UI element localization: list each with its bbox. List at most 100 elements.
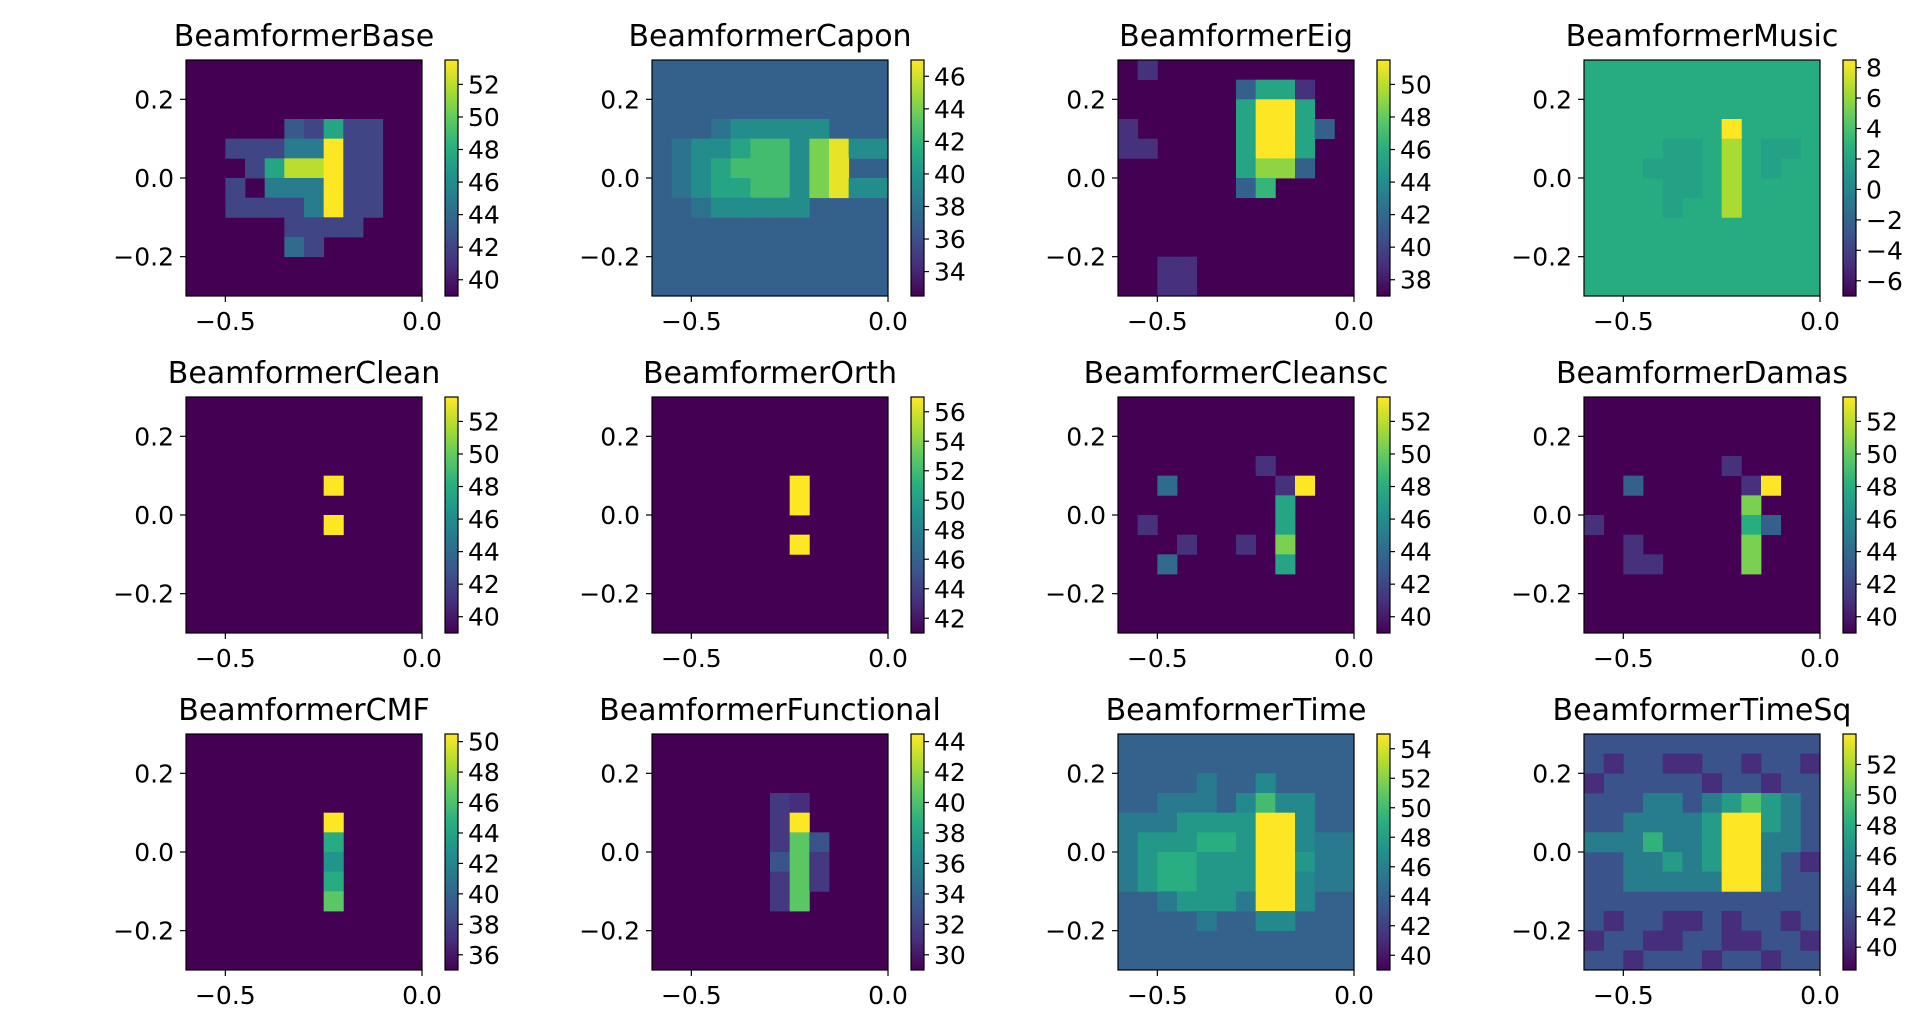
heatmap-cell xyxy=(1721,138,1742,159)
heatmap-cell xyxy=(1761,138,1782,159)
heatmap-cell xyxy=(1177,276,1198,297)
x-tick-label: −0.5 xyxy=(1127,307,1188,336)
heatmap-cell xyxy=(1196,852,1217,873)
colorbar-tick-label: 50 xyxy=(468,728,500,757)
heatmap-cell xyxy=(1643,871,1664,892)
heatmap-cell xyxy=(770,852,791,873)
heatmap-cell xyxy=(1741,812,1762,833)
colorbar-tick-label: 40 xyxy=(1400,941,1432,970)
heatmap-cell xyxy=(1623,534,1644,555)
heatmap-cell xyxy=(1721,852,1742,873)
colorbar-frame xyxy=(1842,59,1857,297)
colorbar-tick-label: 52 xyxy=(934,457,966,486)
heatmap-cell xyxy=(1721,158,1742,179)
heatmap-cell xyxy=(1196,871,1217,892)
heatmap-cell xyxy=(304,217,325,238)
y-tick-label: 0.0 xyxy=(1066,838,1106,867)
colorbar-tick-label: 44 xyxy=(468,201,500,230)
heatmap-cell xyxy=(1682,911,1703,932)
heatmap-cell xyxy=(691,178,712,199)
colorbar-tick-label: 46 xyxy=(468,505,500,534)
heatmap-cell xyxy=(1682,871,1703,892)
colorbar-tick-label: 44 xyxy=(1866,872,1898,901)
colorbar-frame xyxy=(1842,396,1857,634)
colorbar-tick-label: 52 xyxy=(468,407,500,436)
heatmap-cell xyxy=(343,158,364,179)
colorbar-tick-label: 34 xyxy=(934,880,966,909)
y-tick-label: −0.2 xyxy=(1045,243,1106,272)
heatmap-cell xyxy=(1314,852,1335,873)
colorbar-tick-label: 36 xyxy=(934,225,966,254)
heatmap-cell xyxy=(1643,930,1664,951)
heatmap-cell xyxy=(1255,911,1276,932)
heatmap-cell xyxy=(1761,812,1782,833)
heatmap-cell xyxy=(1623,871,1644,892)
heatmap-cell xyxy=(284,138,305,159)
colorbar xyxy=(1377,397,1390,633)
heatmap-cell xyxy=(1255,138,1276,159)
heatmap-cell xyxy=(809,138,830,159)
heatmap-cell xyxy=(1275,793,1296,814)
colorbar xyxy=(911,60,924,296)
heatmap-cell xyxy=(750,178,771,199)
colorbar-tick-label: 46 xyxy=(468,789,500,818)
heatmap-cell xyxy=(1157,475,1178,496)
colorbar-tick-label: 42 xyxy=(1400,570,1432,599)
heatmap-cell xyxy=(1662,178,1683,199)
colorbar-tick-label: 38 xyxy=(934,819,966,848)
colorbar-tick-label: 48 xyxy=(1866,811,1898,840)
heatmap-cell xyxy=(1682,178,1703,199)
colorbar-tick-label: 44 xyxy=(934,728,966,757)
panel-title: BeamformerCleansc xyxy=(1084,356,1389,391)
heatmap-cell xyxy=(1137,515,1158,536)
colorbar-tick-label: 46 xyxy=(1400,136,1432,165)
heatmap-cell xyxy=(343,217,364,238)
heatmap-cell xyxy=(1741,475,1762,496)
heatmap-cell xyxy=(323,217,344,238)
heatmap-cell xyxy=(750,119,771,140)
heatmap-cell xyxy=(1662,911,1683,932)
colorbar xyxy=(445,734,458,970)
colorbar-tick-label: 40 xyxy=(934,789,966,818)
heatmap-cell xyxy=(1137,60,1158,81)
y-tick-label: 0.0 xyxy=(1532,164,1572,193)
heatmap-cell xyxy=(1584,930,1605,951)
panel-title: BeamformerTimeSq xyxy=(1553,693,1852,728)
heatmap-cell xyxy=(1800,753,1821,774)
heatmap-cell xyxy=(1216,832,1237,853)
heatmap-cell xyxy=(1643,832,1664,853)
heatmap-cell xyxy=(1741,534,1762,555)
colorbar-tick-label: 42 xyxy=(1400,912,1432,941)
heatmap-cell xyxy=(1682,852,1703,873)
heatmap-cell xyxy=(1196,832,1217,853)
heatmap-cell xyxy=(304,197,325,218)
x-tick-label: −0.5 xyxy=(1593,307,1654,336)
heatmap-cell xyxy=(1662,158,1683,179)
heatmap-cell xyxy=(1255,832,1276,853)
y-tick-label: −0.2 xyxy=(1045,917,1106,946)
heatmap-cell xyxy=(730,178,751,199)
heatmap-cell xyxy=(1118,852,1139,873)
heatmap-cell xyxy=(1662,930,1683,951)
colorbar-tick-label: 50 xyxy=(1400,440,1432,469)
heatmap-cell xyxy=(323,891,344,912)
heatmap-cell xyxy=(1662,832,1683,853)
x-tick-label: −0.5 xyxy=(1127,644,1188,673)
heatmap-cell xyxy=(1761,475,1782,496)
heatmap-cell xyxy=(304,138,325,159)
heatmap-cell xyxy=(1196,911,1217,932)
colorbar-tick-label: 44 xyxy=(934,575,966,604)
heatmap-cell xyxy=(1295,79,1316,100)
heatmap-cell xyxy=(1216,852,1237,873)
heatmap-cell xyxy=(1177,871,1198,892)
heatmap-cell xyxy=(1177,534,1198,555)
heatmap-cell xyxy=(711,138,732,159)
heatmap-cell xyxy=(1334,832,1355,853)
panel-title: BeamformerMusic xyxy=(1566,19,1839,54)
heatmap-cell xyxy=(789,197,810,218)
y-tick-label: 0.2 xyxy=(1066,422,1106,451)
heatmap-cell xyxy=(770,119,791,140)
colorbar-tick-label: 50 xyxy=(1866,440,1898,469)
heatmap-cell xyxy=(809,178,830,199)
x-tick-label: −0.5 xyxy=(1127,981,1188,1010)
